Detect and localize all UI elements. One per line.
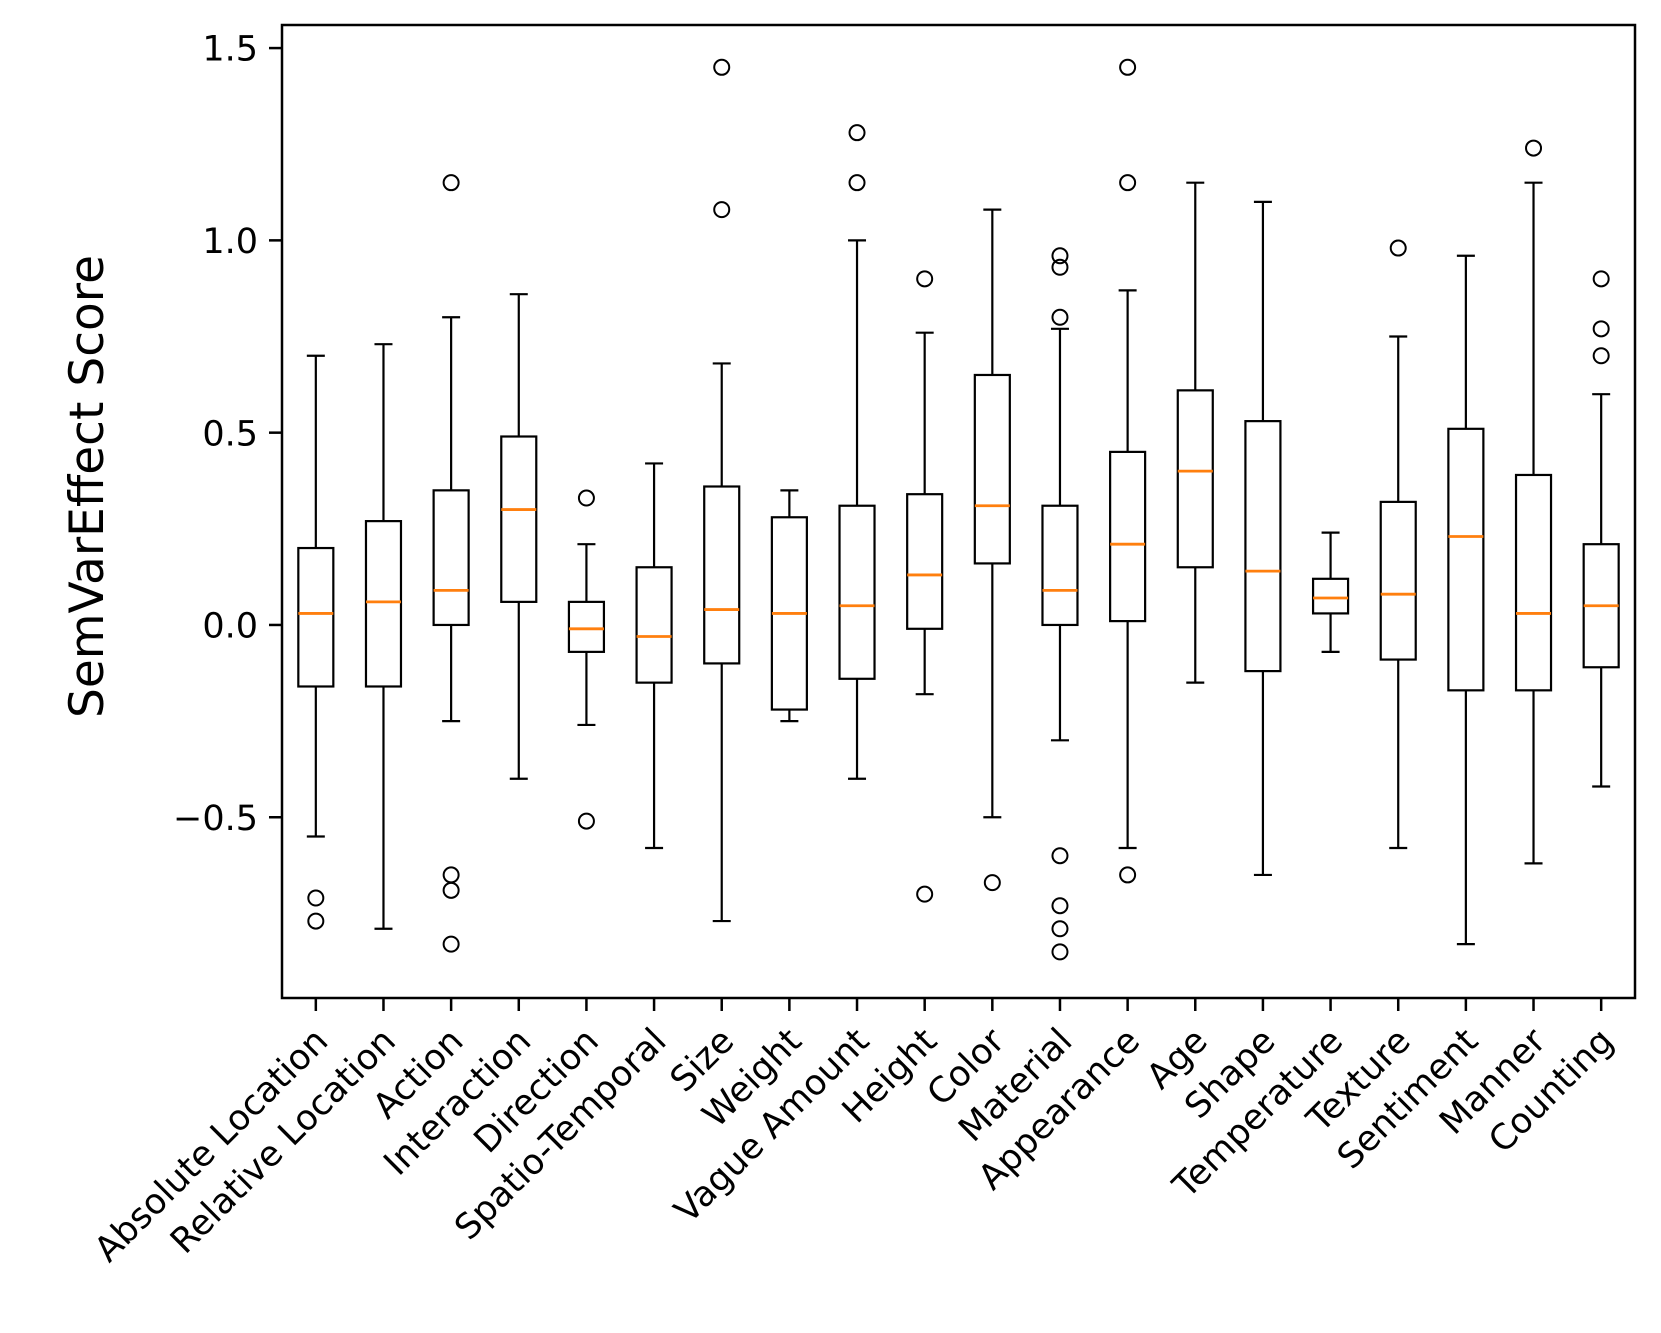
flier-counting bbox=[1592, 347, 1610, 365]
box-age bbox=[1176, 389, 1214, 569]
box-spatio-temporal bbox=[635, 566, 673, 684]
flier-material bbox=[1051, 308, 1069, 326]
box-vague-amount bbox=[838, 504, 876, 680]
box-color bbox=[973, 373, 1011, 565]
flier-texture bbox=[1389, 239, 1407, 257]
flier-size bbox=[713, 58, 731, 76]
flier-direction bbox=[577, 489, 595, 507]
box-action bbox=[432, 489, 470, 627]
flier-action bbox=[442, 174, 460, 192]
flier-material bbox=[1051, 847, 1069, 865]
flier-material bbox=[1051, 920, 1069, 938]
y-tick-label: 0.5 bbox=[202, 414, 258, 454]
flier-vague-amount bbox=[848, 174, 866, 192]
flier-direction bbox=[577, 812, 595, 830]
box-appearance bbox=[1109, 450, 1147, 623]
flier-height bbox=[916, 270, 934, 288]
box-shape bbox=[1244, 420, 1282, 673]
box-absolute-location bbox=[297, 546, 335, 688]
box-manner bbox=[1514, 473, 1553, 692]
flier-appearance bbox=[1119, 174, 1137, 192]
box-direction bbox=[567, 600, 606, 653]
flier-action bbox=[442, 935, 460, 953]
y-tick-label: −0.5 bbox=[173, 799, 258, 839]
flier-height bbox=[916, 885, 934, 903]
flier-absolute-location bbox=[307, 912, 325, 930]
flier-counting bbox=[1592, 270, 1610, 288]
y-tick-label: 1.0 bbox=[202, 222, 258, 262]
box-relative-location bbox=[364, 520, 403, 688]
box-size bbox=[703, 485, 741, 665]
box-texture bbox=[1379, 500, 1417, 661]
flier-material bbox=[1051, 897, 1069, 915]
flier-material bbox=[1051, 258, 1069, 276]
flier-appearance bbox=[1119, 58, 1137, 76]
flier-material bbox=[1051, 247, 1069, 265]
box-temperature bbox=[1311, 577, 1350, 615]
flier-absolute-location bbox=[307, 889, 325, 907]
box-material bbox=[1041, 504, 1079, 627]
flier-appearance bbox=[1119, 866, 1137, 884]
flier-action bbox=[442, 881, 460, 899]
y-tick-label: 1.5 bbox=[202, 30, 258, 70]
flier-size bbox=[713, 201, 731, 219]
flier-color bbox=[983, 874, 1001, 892]
y-tick-label: 0.0 bbox=[202, 607, 258, 647]
box-interaction bbox=[500, 435, 538, 603]
box-height bbox=[906, 493, 944, 630]
y-axis-label: SemVarEffect Score bbox=[60, 255, 115, 718]
flier-manner bbox=[1525, 139, 1543, 157]
flier-vague-amount bbox=[848, 124, 866, 142]
flier-counting bbox=[1592, 320, 1610, 338]
flier-action bbox=[442, 866, 460, 884]
box-sentiment bbox=[1447, 427, 1485, 692]
flier-material bbox=[1051, 943, 1069, 961]
axes-frame bbox=[280, 23, 1637, 1000]
